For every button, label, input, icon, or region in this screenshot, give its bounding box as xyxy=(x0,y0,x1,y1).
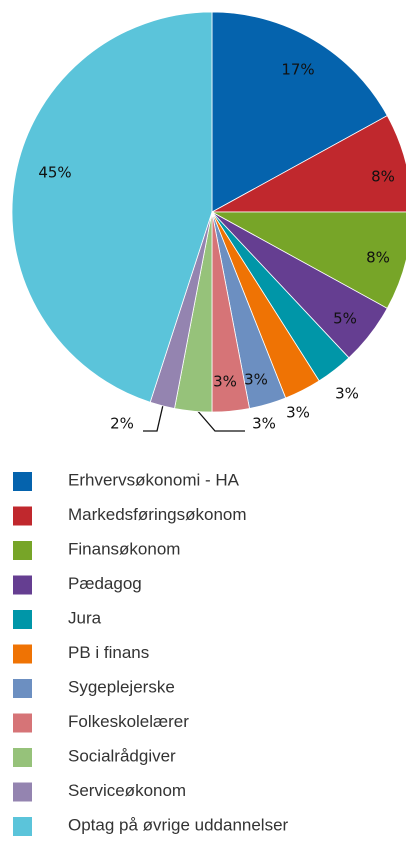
legend-label: Jura xyxy=(68,608,102,627)
legend-swatch xyxy=(13,644,32,664)
leader-line xyxy=(195,408,245,432)
data-label: 3% xyxy=(252,415,276,433)
legend-swatch xyxy=(13,782,32,802)
data-label: 2% xyxy=(110,415,134,433)
pie-slice xyxy=(11,11,213,403)
legend-swatch xyxy=(13,679,32,698)
legend-label: Erhvervsøkonomi - HA xyxy=(68,470,240,489)
data-label: 8% xyxy=(366,249,390,267)
legend-swatch xyxy=(13,817,32,836)
legend-label: Sygeplejerske xyxy=(68,677,175,696)
legend-swatch xyxy=(13,541,32,560)
legend-label: Markedsføringsøkonom xyxy=(68,505,247,524)
legend-label: Socialrådgiver xyxy=(68,746,176,765)
legend-label: Finansøkonom xyxy=(68,539,180,558)
data-label: 3% xyxy=(244,371,268,389)
legend-swatch xyxy=(13,506,32,526)
legend-swatch xyxy=(13,748,32,767)
data-label: 17% xyxy=(281,61,314,79)
legend-label: Pædagog xyxy=(68,574,142,593)
data-label: 3% xyxy=(335,385,359,403)
legend-label: Folkeskolelærer xyxy=(68,712,189,731)
legend-label: Serviceøkonom xyxy=(68,781,186,800)
data-label: 3% xyxy=(213,373,237,391)
data-label: 5% xyxy=(333,310,357,328)
data-label: 8% xyxy=(371,168,395,186)
pie-slice xyxy=(211,11,388,213)
legend-label: Optag på øvrige uddannelser xyxy=(68,815,289,834)
legend-swatch xyxy=(13,610,32,629)
data-label: 3% xyxy=(286,404,310,422)
legend-swatch xyxy=(13,472,32,491)
legend-swatch xyxy=(13,713,32,733)
legend-label: PB i finans xyxy=(68,643,149,662)
legend-swatch xyxy=(13,575,32,595)
data-label: 45% xyxy=(38,164,71,182)
leader-line xyxy=(143,404,164,432)
